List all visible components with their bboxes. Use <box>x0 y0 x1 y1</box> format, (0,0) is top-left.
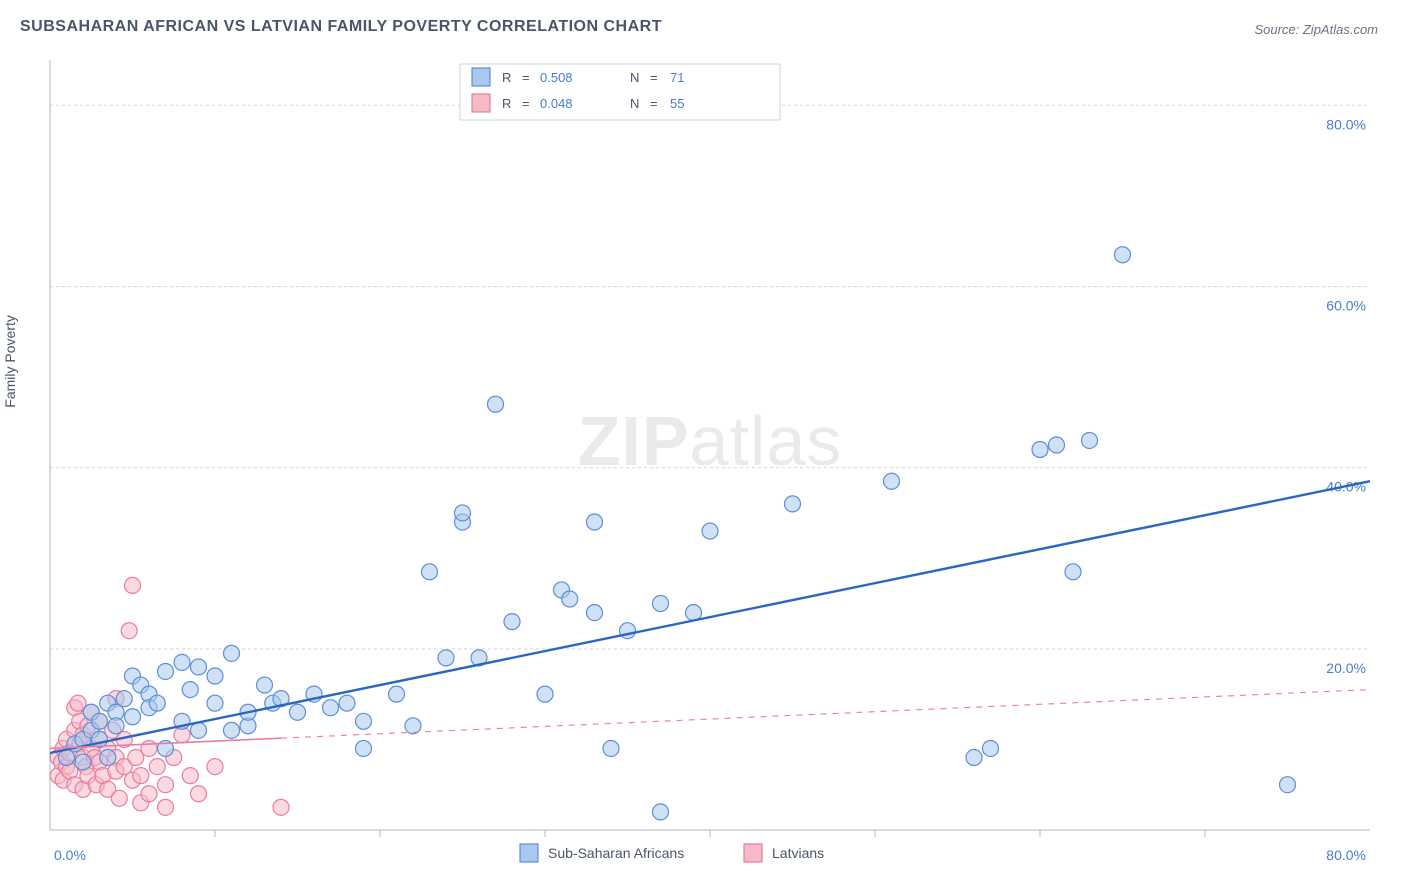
legend-r-value: 0.048 <box>540 96 573 111</box>
data-point <box>158 799 174 815</box>
data-point <box>182 682 198 698</box>
legend-swatch <box>744 844 762 862</box>
y-tick-label: 60.0% <box>1326 297 1366 313</box>
legend-r-label: R <box>502 70 511 85</box>
data-point <box>356 740 372 756</box>
data-point <box>455 505 471 521</box>
data-point <box>323 700 339 716</box>
trend-line-extrapolated <box>281 690 1370 739</box>
data-point <box>224 722 240 738</box>
trend-line <box>50 481 1370 753</box>
data-point <box>111 790 127 806</box>
legend-swatch <box>472 94 490 112</box>
correlation-scatter-chart: 20.0%40.0%60.0%80.0%0.0%80.0%ZIPatlasR=0… <box>0 0 1406 892</box>
legend-n-label: N <box>630 70 639 85</box>
legend-eq: = <box>650 96 658 111</box>
data-point <box>983 740 999 756</box>
data-point <box>125 709 141 725</box>
legend-swatch <box>472 68 490 86</box>
data-point <box>92 713 108 729</box>
data-point <box>121 623 137 639</box>
data-point <box>141 786 157 802</box>
x-tick-label: 0.0% <box>54 847 86 863</box>
data-point <box>158 663 174 679</box>
data-point <box>182 768 198 784</box>
data-point <box>562 591 578 607</box>
data-point <box>174 654 190 670</box>
data-point <box>191 659 207 675</box>
legend-r-value: 0.508 <box>540 70 573 85</box>
data-point <box>290 704 306 720</box>
x-tick-label: 80.0% <box>1326 847 1366 863</box>
data-point <box>141 740 157 756</box>
data-point <box>603 740 619 756</box>
data-point <box>75 754 91 770</box>
data-point <box>207 668 223 684</box>
data-point <box>504 614 520 630</box>
data-point <box>149 695 165 711</box>
data-point <box>488 396 504 412</box>
data-point <box>158 777 174 793</box>
legend-n-value: 71 <box>670 70 684 85</box>
data-point <box>1032 442 1048 458</box>
legend-series-label: Sub-Saharan Africans <box>548 845 684 861</box>
data-point <box>1065 564 1081 580</box>
watermark: ZIPatlas <box>578 402 843 480</box>
legend-eq: = <box>650 70 658 85</box>
data-point <box>1082 432 1098 448</box>
y-tick-label: 80.0% <box>1326 116 1366 132</box>
data-point <box>1280 777 1296 793</box>
data-point <box>587 605 603 621</box>
legend-n-value: 55 <box>670 96 684 111</box>
data-point <box>224 645 240 661</box>
data-point <box>356 713 372 729</box>
data-point <box>884 473 900 489</box>
data-point <box>1115 247 1131 263</box>
data-point <box>207 695 223 711</box>
data-point <box>125 577 141 593</box>
data-point <box>1049 437 1065 453</box>
legend-eq: = <box>522 70 530 85</box>
data-point <box>108 718 124 734</box>
data-point <box>587 514 603 530</box>
legend-eq: = <box>522 96 530 111</box>
data-point <box>702 523 718 539</box>
data-point <box>537 686 553 702</box>
data-point <box>133 768 149 784</box>
data-point <box>273 799 289 815</box>
data-point <box>438 650 454 666</box>
data-point <box>785 496 801 512</box>
data-point <box>405 718 421 734</box>
data-point <box>191 786 207 802</box>
data-point <box>653 804 669 820</box>
legend-series-label: Latvians <box>772 845 824 861</box>
data-point <box>100 750 116 766</box>
data-point <box>389 686 405 702</box>
data-point <box>257 677 273 693</box>
data-point <box>149 759 165 775</box>
legend-swatch <box>520 844 538 862</box>
legend-r-label: R <box>502 96 511 111</box>
data-point <box>116 691 132 707</box>
data-point <box>207 759 223 775</box>
data-point <box>422 564 438 580</box>
data-point <box>653 596 669 612</box>
legend-n-label: N <box>630 96 639 111</box>
data-point <box>966 750 982 766</box>
y-tick-label: 20.0% <box>1326 660 1366 676</box>
data-point <box>339 695 355 711</box>
